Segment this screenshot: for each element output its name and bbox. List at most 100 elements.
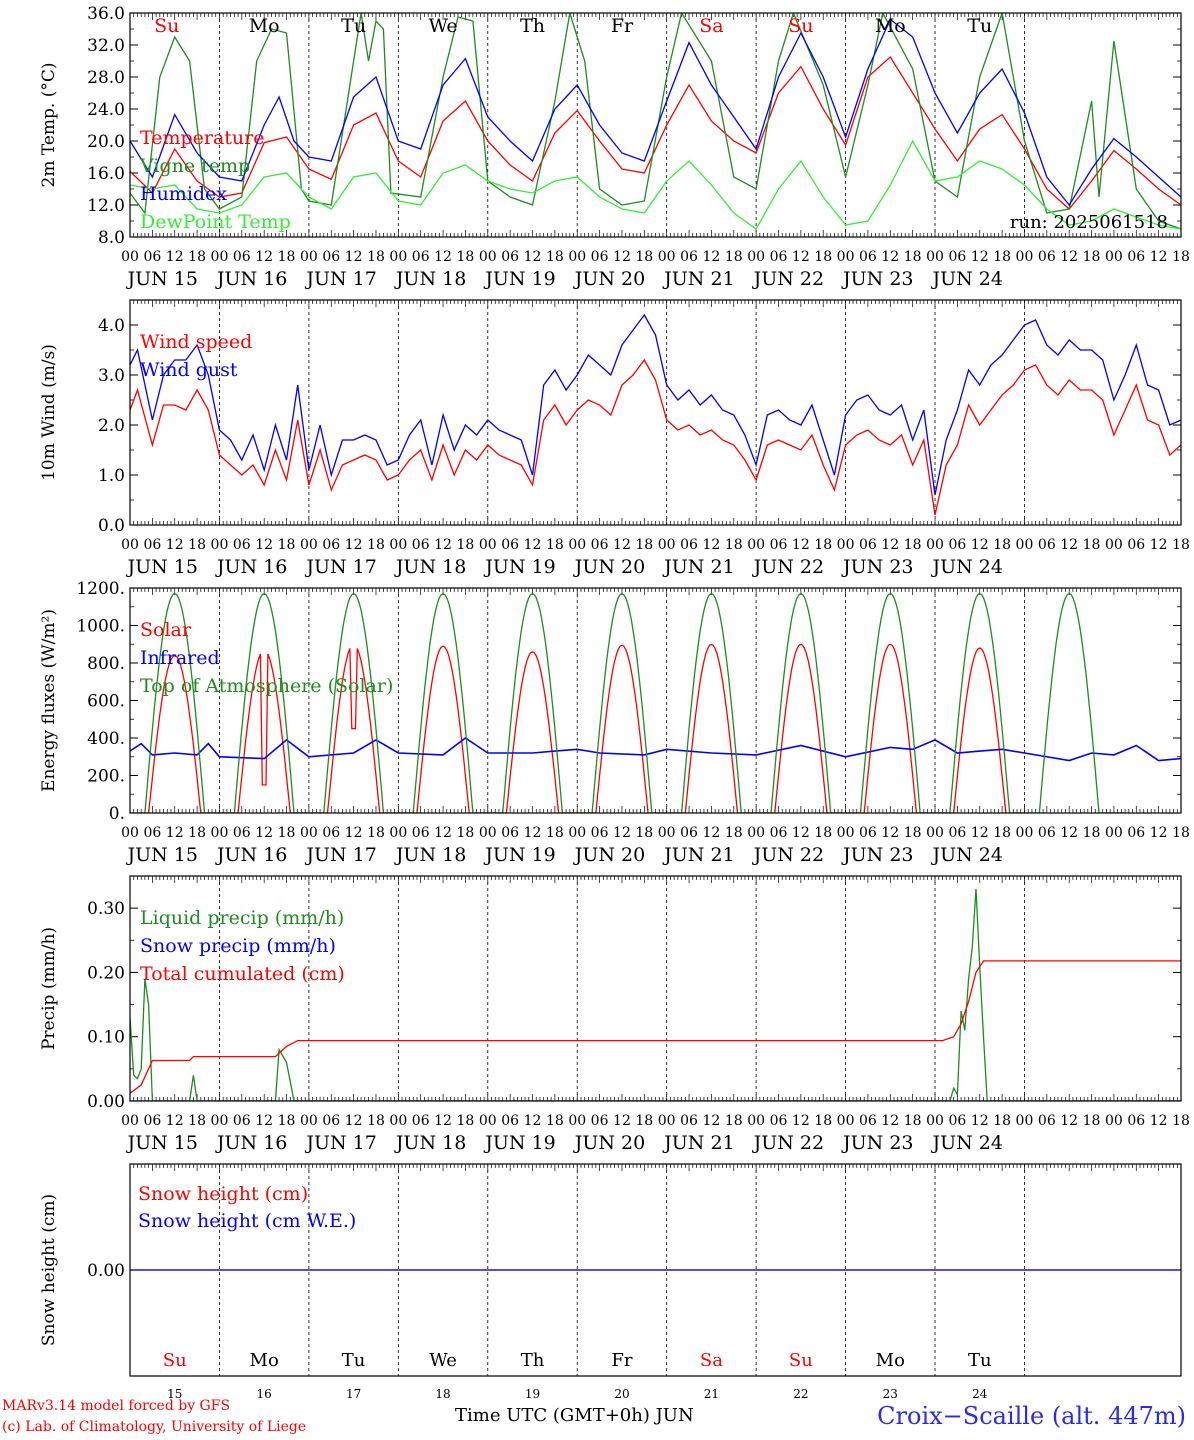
date-label: JUN 21 (662, 268, 734, 290)
hour-tick-label: 18 (546, 537, 564, 553)
y-axis-label: 10m Wind (m/s) (39, 344, 59, 481)
hour-tick-label: 12 (881, 1113, 899, 1129)
y-tick-label: 0. (109, 804, 125, 824)
y-tick-label: 800. (87, 654, 125, 674)
date-label: JUN 17 (304, 1132, 376, 1154)
y-tick-label: 28.0 (87, 68, 125, 88)
hour-tick-label: 12 (255, 537, 273, 553)
hour-tick-label: 12 (166, 1113, 184, 1129)
hour-tick-label: 06 (859, 1113, 877, 1129)
day-name-label: Su (154, 15, 179, 37)
hour-tick-label: 12 (971, 249, 989, 265)
legend-entry: Snow precip (mm/h) (140, 935, 336, 957)
day-number-label: 18 (435, 1387, 450, 1401)
hour-tick-label: 00 (837, 825, 855, 841)
hour-tick-label: 18 (457, 1113, 475, 1129)
hour-tick-label: 00 (1016, 1113, 1034, 1129)
hour-tick-label: 12 (702, 537, 720, 553)
hour-tick-label: 00 (568, 1113, 586, 1129)
date-label: JUN 15 (125, 268, 197, 290)
x-axis-title: Time UTC (GMT+0h) JUN (455, 1405, 694, 1426)
hour-tick-label: 00 (747, 537, 765, 553)
hour-tick-label: 00 (568, 249, 586, 265)
hour-tick-label: 12 (524, 537, 542, 553)
hour-tick-label: 00 (211, 249, 229, 265)
hour-tick-label: 06 (948, 825, 966, 841)
hour-tick-label: 18 (278, 825, 296, 841)
hour-tick-label: 18 (993, 1113, 1011, 1129)
day-name-label: Su (163, 1350, 187, 1371)
legend-entry: Snow height (cm W.E.) (138, 1210, 356, 1232)
legend-entry: Vigne temp (139, 155, 250, 177)
hour-tick-label: 12 (524, 1113, 542, 1129)
hour-tick-label: 06 (143, 1113, 161, 1129)
hour-tick-label: 00 (389, 249, 407, 265)
hour-tick-label: 12 (613, 1113, 631, 1129)
panel-frame (129, 587, 1182, 814)
panel-snow: 0.00 Snow height (cm) Snow height (cm) Snow… (39, 1163, 1182, 1401)
hour-tick-label: 00 (300, 825, 318, 841)
date-label: JUN 24 (931, 556, 1003, 578)
hour-tick-label: 06 (591, 249, 609, 265)
hour-tick-label: 12 (345, 249, 363, 265)
hour-tick-label: 06 (1127, 537, 1145, 553)
hour-tick-label: 06 (1038, 825, 1056, 841)
series-line-total-cumulated-cm- (130, 960, 1181, 1094)
hour-tick-label: 06 (233, 825, 251, 841)
hour-tick-label: 06 (1127, 1113, 1145, 1129)
hour-tick-label: 12 (434, 825, 452, 841)
y-tick-label: 36.0 (87, 4, 125, 24)
panel-energy: 0. 200. 400. 600. 800. 1000. 1200. Energy fluxe… (39, 579, 1190, 866)
day-number-label: 17 (346, 1387, 361, 1401)
day-name-label: Sa (700, 1350, 723, 1371)
y-tick-label: 200. (87, 767, 125, 787)
y-axis-label: Precip (mm/h) (39, 927, 59, 1050)
hour-tick-label: 00 (658, 825, 676, 841)
y-tick-label: 0.30 (87, 899, 125, 919)
legend-entry: Snow height (cm) (138, 1183, 308, 1205)
day-name-label: Th (520, 15, 545, 37)
hour-tick-label: 18 (635, 537, 653, 553)
panel-frame (129, 1163, 1182, 1377)
hour-tick-label: 12 (1060, 249, 1078, 265)
hour-tick-label: 00 (926, 537, 944, 553)
date-label: JUN 18 (394, 268, 466, 290)
hour-tick-label: 18 (993, 825, 1011, 841)
hour-tick-label: 12 (345, 1113, 363, 1129)
hour-tick-label: 18 (457, 249, 475, 265)
legend-entry: Solar (140, 619, 192, 641)
hour-tick-label: 00 (926, 1113, 944, 1129)
date-label: JUN 23 (841, 844, 913, 866)
series-group (130, 592, 1181, 813)
legend-entry: Total cumulated (cm) (140, 963, 345, 985)
hour-tick-label: 06 (948, 537, 966, 553)
hour-tick-label: 06 (770, 1113, 788, 1129)
hour-tick-label: 12 (613, 825, 631, 841)
hour-tick-label: 18 (278, 1113, 296, 1129)
hour-tick-label: 06 (322, 537, 340, 553)
date-label: JUN 22 (752, 1132, 824, 1154)
hour-tick-label: 12 (702, 1113, 720, 1129)
day-number-label: 20 (614, 1387, 629, 1401)
legend-entry: Infrared (140, 647, 220, 669)
run-annotation: run: 2025061518 (1010, 212, 1168, 233)
hour-tick-label: 00 (389, 537, 407, 553)
day-name-label: Tu (341, 15, 366, 37)
hour-tick-label: 12 (702, 825, 720, 841)
panel-frame (129, 875, 1182, 1102)
hour-tick-label: 00 (211, 1113, 229, 1129)
hour-tick-label: 00 (1016, 825, 1034, 841)
hour-tick-label: 18 (725, 825, 743, 841)
hour-tick-label: 12 (1150, 1113, 1168, 1129)
station-name: Croix−Scaille (alt. 447m) (877, 1402, 1186, 1430)
hour-tick-label: 18 (814, 1113, 832, 1129)
legend-entry: DewPoint Temp (140, 211, 291, 233)
hour-tick-label: 06 (143, 537, 161, 553)
y-tick-label: 3.0 (98, 366, 125, 386)
day-name-label: Th (521, 1350, 545, 1371)
panel-frame (129, 12, 1182, 238)
hour-tick-label: 06 (680, 1113, 698, 1129)
day-name-label: We (429, 1350, 457, 1371)
y-tick-label: 1.0 (98, 466, 125, 486)
series-line-temperature (130, 56, 1181, 210)
